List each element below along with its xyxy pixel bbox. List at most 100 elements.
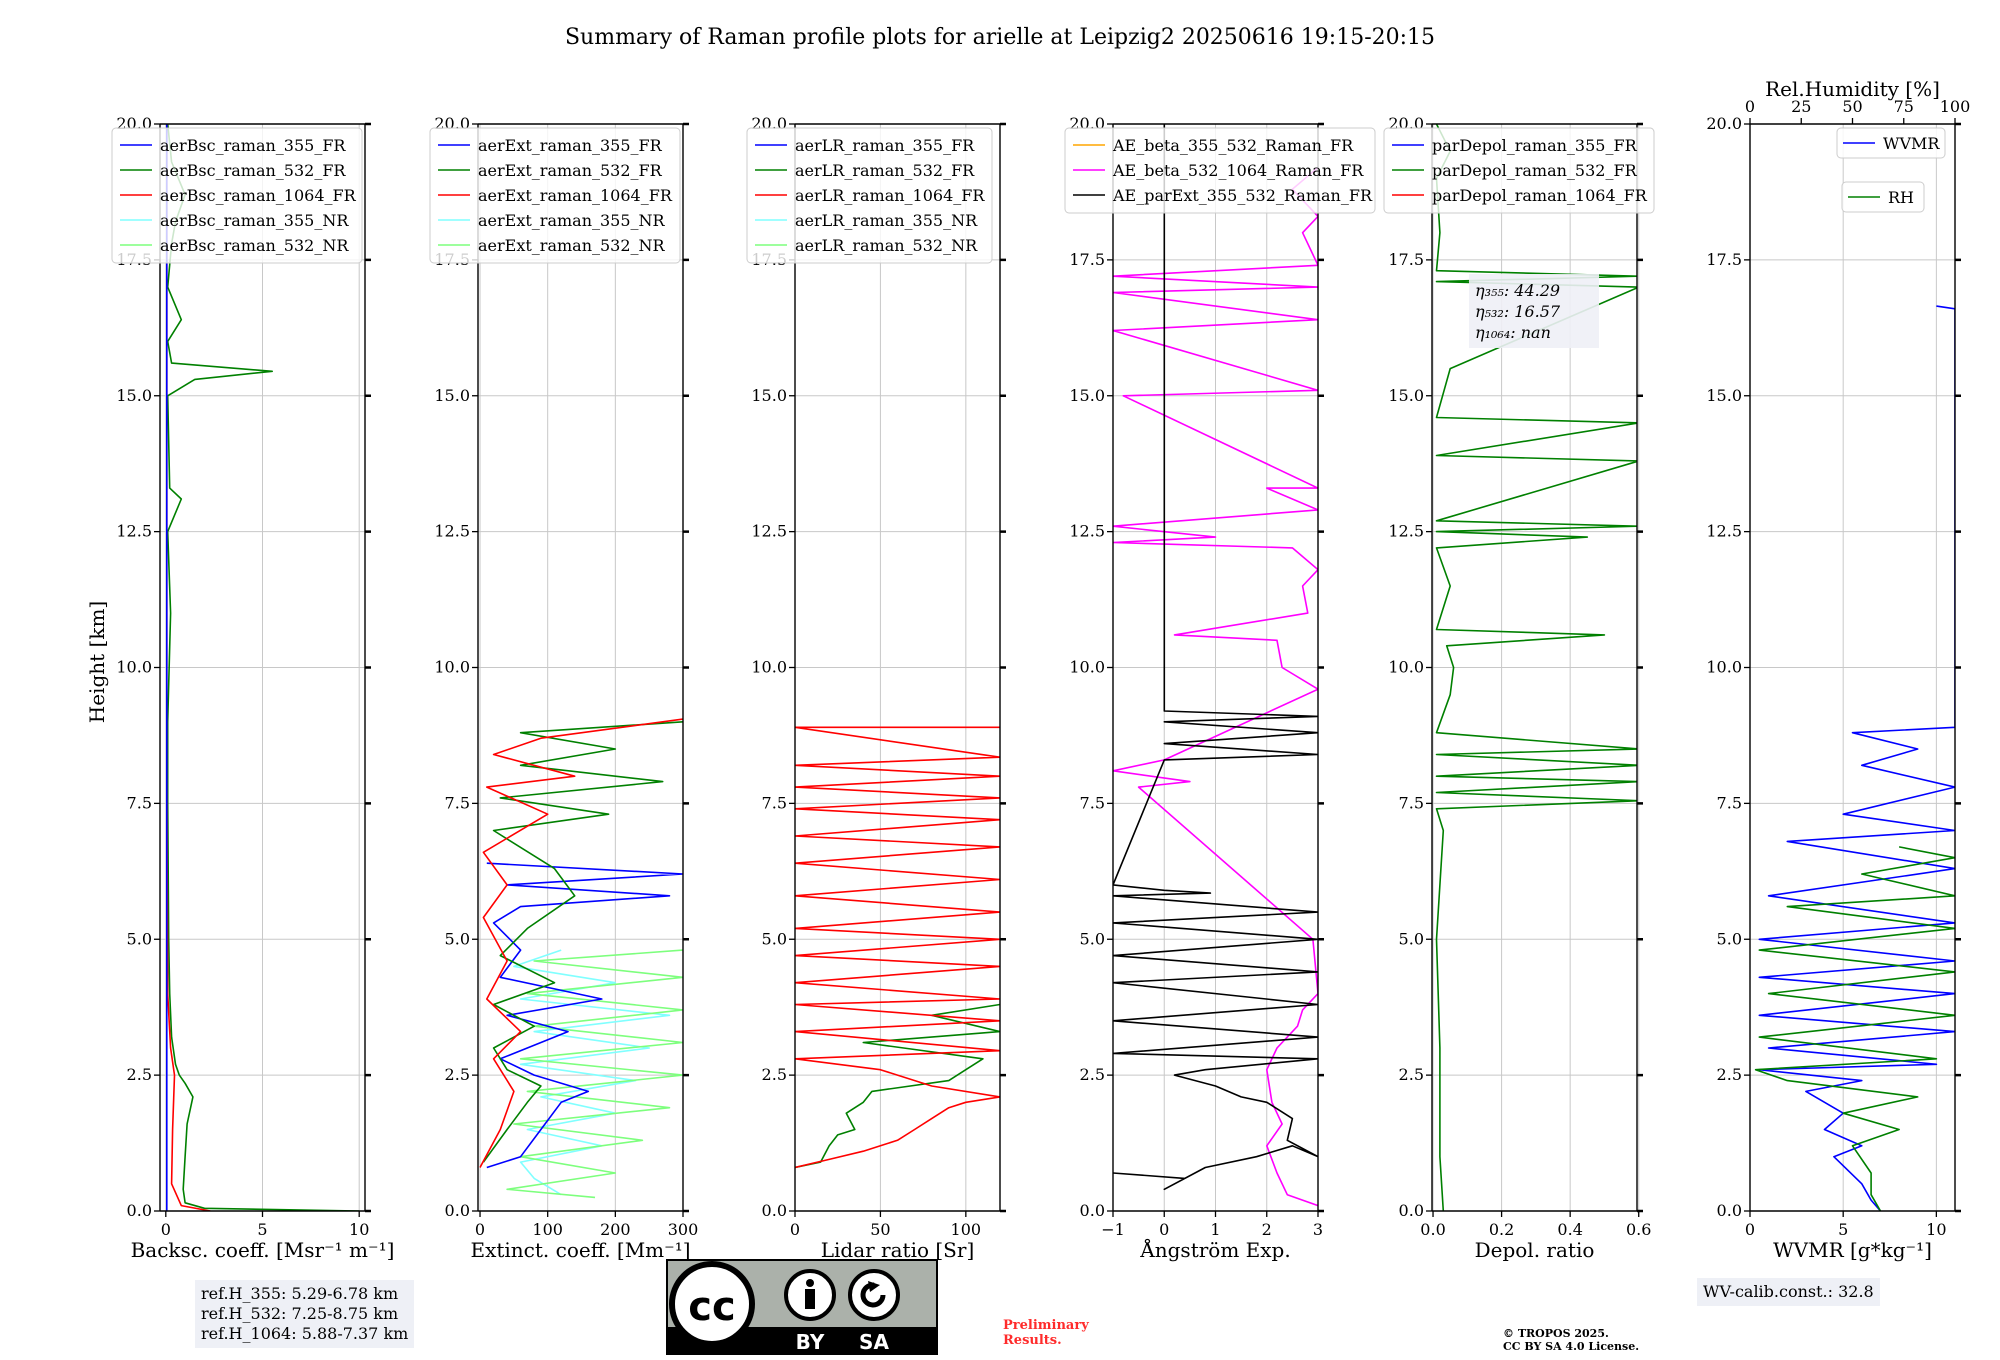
y-tick-label: 5.0 — [1399, 929, 1424, 948]
y-tick-label: 12.5 — [1706, 522, 1742, 541]
legend-label: aerExt_raman_532_NR — [478, 236, 666, 255]
legend-lidar_ratio: aerLR_raman_355_FR aerLR_raman_532_FR aerL… — [746, 127, 993, 264]
legend-label: aerExt_raman_1064_FR — [478, 186, 673, 205]
y-tick-label: 2.5 — [1080, 1065, 1105, 1084]
series-line-aerExt_raman_1064_FR — [479, 718, 683, 1168]
y-axis-label: Height [km] — [85, 601, 109, 723]
x-tick-label: 3 — [1313, 1220, 1323, 1239]
x-axis-label: Ångström Exp. — [1139, 1237, 1290, 1262]
x-tick-label: 100 — [532, 1220, 563, 1239]
x-tick-label: 2 — [1262, 1220, 1272, 1239]
y-tick-label: 10.0 — [1069, 658, 1105, 677]
legend-label: aerBsc_raman_1064_FR — [160, 186, 357, 205]
series-line-AE_beta_532_1064_Raman_FR — [1113, 166, 1318, 1207]
x-axis-label: WVMR [g*kg⁻¹] — [1773, 1238, 1932, 1262]
panels-group: 0.02.55.07.510.012.515.017.520.00510Back… — [111, 77, 1971, 1262]
y-tick-label: 17.5 — [1706, 250, 1742, 269]
y-tick-label: 12.5 — [116, 522, 152, 541]
x-tick-label: 100 — [951, 1220, 982, 1239]
ref-height-355: ref.H_355: 5.29-6.78 km — [201, 1284, 399, 1303]
legend-box — [1836, 127, 1946, 159]
legend-label: AE_parExt_355_532_Raman_FR — [1112, 186, 1373, 205]
legend-label: aerBsc_raman_355_NR — [160, 211, 349, 230]
share-alike-icon — [848, 1269, 900, 1321]
reference-heights-box: ref.H_355: 5.29-6.78 km ref.H_532: 7.25-… — [195, 1280, 415, 1348]
legend-label: aerBsc_raman_532_FR — [160, 161, 346, 180]
y-tick-label: 7.5 — [445, 793, 470, 812]
y-tick-label: 10.0 — [1706, 658, 1742, 677]
x-tick-label: 0 — [161, 1220, 171, 1239]
top-x-tick-label: 50 — [1842, 97, 1862, 116]
x-tick-label: 0.4 — [1557, 1220, 1582, 1239]
series-line-aerExt_raman_355_NR — [513, 949, 671, 1196]
top-axis-label: Rel.Humidity [%] — [1765, 77, 1940, 101]
x-tick-label: 0.2 — [1489, 1220, 1514, 1239]
legend-box — [1064, 127, 1376, 214]
legend-label: AE_beta_355_532_Raman_FR — [1112, 136, 1354, 155]
y-tick-label: 0.0 — [762, 1201, 787, 1220]
y-tick-label: 0.0 — [1399, 1201, 1424, 1220]
legend-label: parDepol_raman_355_FR — [1432, 136, 1638, 155]
y-tick-label: 10.0 — [434, 658, 470, 677]
legend-label: aerExt_raman_355_NR — [478, 211, 666, 230]
x-tick-label: 0 — [1159, 1220, 1169, 1239]
x-axis-label: Depol. ratio — [1475, 1238, 1595, 1262]
legend-box — [1383, 127, 1655, 214]
panel-depol: 0.02.55.07.510.012.515.017.520.00.0 0.2 0.… — [1383, 114, 1655, 1262]
y-tick-label: 0.0 — [445, 1201, 470, 1220]
x-tick-label: 200 — [600, 1220, 631, 1239]
y-tick-label: 12.5 — [1388, 522, 1424, 541]
x-tick-label: 10 — [1926, 1220, 1946, 1239]
top-x-tick-label: 100 — [1940, 97, 1971, 116]
legend-box — [746, 127, 993, 264]
legend-backscatter: aerBsc_raman_355_FR aerBsc_raman_532_FRae… — [111, 127, 363, 264]
y-tick-label: 2.5 — [1399, 1065, 1424, 1084]
y-tick-label: 0.0 — [1717, 1201, 1742, 1220]
panel-extinction: 0.02.55.07.510.012.515.017.520.001002003… — [429, 114, 699, 1262]
x-axis-label: Backsc. coeff. [Msr⁻¹ m⁻¹] — [131, 1238, 395, 1262]
x-tick-label: 1 — [1210, 1220, 1220, 1239]
legend-label: aerLR_raman_532_FR — [795, 161, 975, 180]
legend-label: WVMR — [1883, 134, 1940, 153]
y-tick-label: 2.5 — [127, 1065, 152, 1084]
wv-calibration-box: WV-calib.const.: 32.8 — [1697, 1278, 1880, 1306]
y-tick-label: 5.0 — [127, 929, 152, 948]
x-tick-label: 10 — [349, 1220, 369, 1239]
figure-title: Summary of Raman profile plots for ariel… — [565, 25, 1435, 50]
y-tick-label: 15.0 — [1706, 386, 1742, 405]
series-line-aerExt_raman_355_FR — [486, 862, 683, 1169]
legend-label: aerLR_raman_532_NR — [795, 236, 978, 255]
legend-box — [111, 127, 363, 264]
y-tick-label: 5.0 — [1717, 929, 1742, 948]
y-tick-label: 7.5 — [1080, 793, 1105, 812]
x-tick-label: 5 — [1838, 1220, 1848, 1239]
by-text: BY — [796, 1330, 825, 1354]
sa-text: SA — [859, 1330, 889, 1354]
y-tick-label: 20.0 — [1706, 114, 1742, 133]
depol-efficiency-annotation: η₃₅₅: 44.29 η₅₃₂: 16.57 η₁₀₆₄: nan — [1469, 274, 1599, 348]
ref-height-532: ref.H_532: 7.25-8.75 km — [201, 1304, 399, 1323]
x-tick-label: 0.0 — [1420, 1220, 1445, 1239]
y-tick-label: 17.5 — [1069, 250, 1105, 269]
y-tick-label: 0.0 — [1080, 1201, 1105, 1220]
y-tick-label: 10.0 — [1388, 658, 1424, 677]
top-x-tick-label: 25 — [1791, 97, 1811, 116]
x-tick-label: 50 — [870, 1220, 890, 1239]
legend-label: aerBsc_raman_355_FR — [160, 136, 346, 155]
y-tick-label: 10.0 — [116, 658, 152, 677]
series-line-RH — [1754, 846, 1955, 1211]
y-tick-label: 15.0 — [1069, 386, 1105, 405]
y-tick-label: 12.5 — [434, 522, 470, 541]
panel-backscatter: 0.02.55.07.510.012.515.017.520.00510Back… — [111, 114, 395, 1262]
y-tick-label: 15.0 — [434, 386, 470, 405]
x-axis-label: Lidar ratio [Sr] — [821, 1238, 975, 1262]
preliminary-note: Preliminary Results. — [1003, 1318, 1089, 1348]
y-tick-label: 7.5 — [1717, 793, 1742, 812]
legend-box — [1841, 181, 1925, 213]
cc-icon — [669, 1261, 755, 1347]
annotation-line: η₅₃₂: 16.57 — [1475, 302, 1561, 321]
x-tick-label: 300 — [668, 1220, 699, 1239]
x-axis-label: Extinct. coeff. [Mm⁻¹] — [470, 1238, 690, 1262]
copyright-note: © TROPOS 2025. CC BY SA 4.0 License. — [1503, 1327, 1640, 1353]
